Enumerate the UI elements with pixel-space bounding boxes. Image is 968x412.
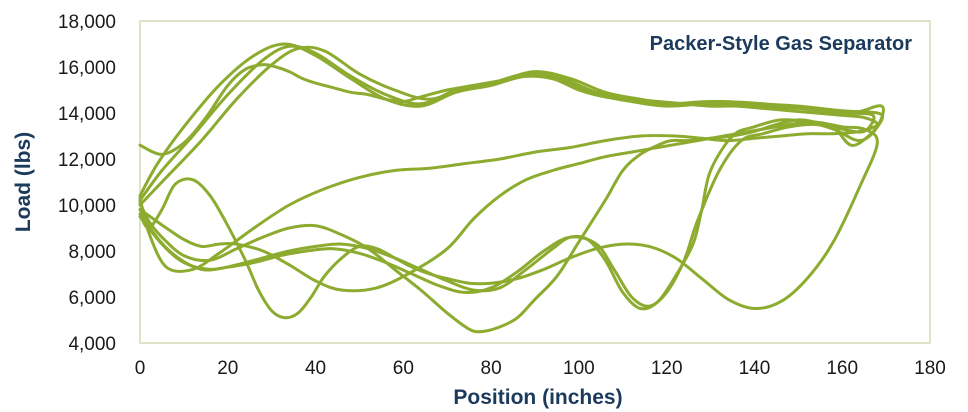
- series-line: [138, 45, 885, 311]
- x-tick-label: 160: [826, 358, 858, 379]
- x-tick-label: 40: [305, 358, 326, 379]
- series-line: [138, 63, 879, 273]
- x-tick-label: 60: [393, 358, 414, 379]
- plot-frame: [139, 20, 931, 344]
- y-tick-label: 16,000: [58, 58, 116, 79]
- series-line: [138, 42, 876, 308]
- series-layer: [138, 42, 885, 334]
- x-tick-labels: 0 20 40 60 80 100 120 140 160 180: [135, 358, 946, 379]
- x-axis-title: Position (inches): [453, 386, 622, 409]
- y-tick-label: 14,000: [58, 104, 116, 125]
- y-tick-label: 10,000: [58, 196, 116, 217]
- x-tick-label: 20: [217, 358, 238, 379]
- y-tick-label: 12,000: [58, 150, 116, 171]
- y-tick-labels: 4,000 6,000 8,000 10,000 12,000 14,000 16,000 1…: [58, 12, 116, 355]
- y-tick-label: 18,000: [58, 12, 116, 33]
- x-tick-label: 0: [135, 358, 146, 379]
- x-tick-label: 100: [563, 358, 595, 379]
- y-tick-label: 8,000: [68, 242, 116, 263]
- series-line: [138, 120, 879, 320]
- chart-title: Packer-Style Gas Separator: [650, 33, 913, 55]
- x-tick-label: 140: [739, 358, 771, 379]
- y-tick-label: 6,000: [68, 288, 116, 309]
- x-tick-label: 120: [651, 358, 683, 379]
- y-tick-label: 4,000: [68, 334, 116, 355]
- y-axis-title: Load (lbs): [12, 132, 35, 232]
- x-tick-label: 80: [481, 358, 502, 379]
- x-tick-label: 180: [914, 358, 946, 379]
